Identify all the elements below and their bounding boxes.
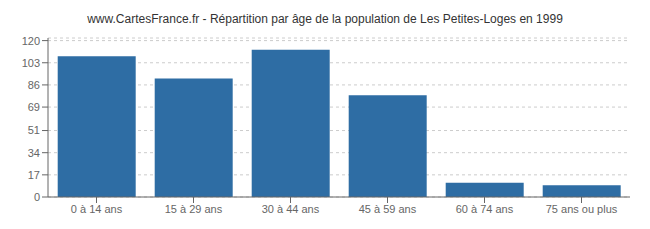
svg-text:45 à 59 ans: 45 à 59 ans (359, 203, 417, 215)
svg-text:120: 120 (22, 35, 40, 47)
svg-text:75 ans ou plus: 75 ans ou plus (546, 203, 618, 215)
svg-text:86: 86 (28, 79, 40, 91)
svg-text:60 à 74 ans: 60 à 74 ans (456, 203, 514, 215)
svg-text:51: 51 (28, 124, 40, 136)
svg-text:17: 17 (28, 169, 40, 181)
html-text:www.CartesFrance.fr - Répartit: www.CartesFrance.fr - Répartition par âg… (87, 12, 563, 26)
svg-text:69: 69 (28, 101, 40, 113)
svg-text:0 à 14 ans: 0 à 14 ans (71, 203, 123, 215)
svg-text:34: 34 (28, 147, 40, 159)
svg-text:30 à 44 ans: 30 à 44 ans (262, 203, 320, 215)
svg-text:0: 0 (34, 191, 40, 203)
svg-text:103: 103 (22, 57, 40, 69)
svg-text:15 à 29 ans: 15 à 29 ans (165, 203, 223, 215)
